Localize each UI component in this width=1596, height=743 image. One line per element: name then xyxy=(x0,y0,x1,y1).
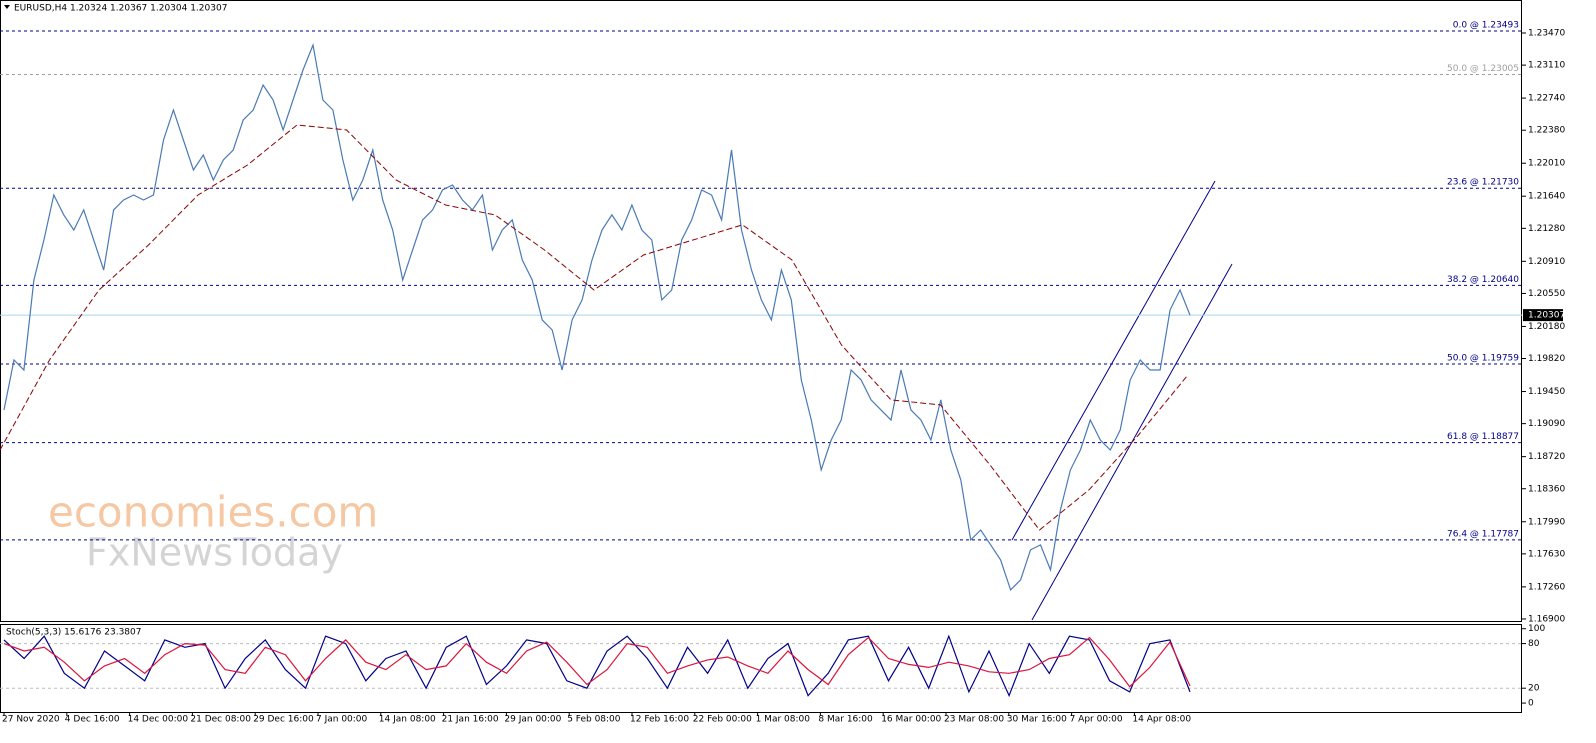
stoch-title: Stoch(5,3,3) 15.6176 23.3807 xyxy=(6,628,141,638)
fib-label: 23.6 @ 1.21730 xyxy=(1447,178,1519,188)
x-tick-label: 30 Mar 16:00 xyxy=(1007,715,1067,725)
x-tick-label: 21 Jan 16:00 xyxy=(442,715,499,725)
x-tick-label: 1 Mar 08:00 xyxy=(756,715,811,725)
y-tick-label: 1.20550 xyxy=(1528,289,1565,299)
x-tick-label: 12 Feb 16:00 xyxy=(630,715,689,725)
x-tick-label: 27 Nov 2020 xyxy=(2,715,60,725)
y-tick-label: 1.21640 xyxy=(1528,192,1565,202)
current-price-label: 1.20307 xyxy=(1528,311,1565,321)
y-tick-label: 1.22380 xyxy=(1528,126,1565,136)
fib-label: 38.2 @ 1.20640 xyxy=(1447,275,1519,285)
y-tick-label: 1.22740 xyxy=(1528,94,1565,104)
y-tick-label: 80 xyxy=(1528,639,1540,649)
channel-upper xyxy=(1011,180,1216,541)
main-frame xyxy=(0,0,1522,622)
y-tick-label: 1.17630 xyxy=(1528,549,1565,559)
x-tick-label: 16 Mar 00:00 xyxy=(881,715,941,725)
x-tick-label: 7 Apr 00:00 xyxy=(1070,715,1123,725)
x-tick-label: 29 Jan 00:00 xyxy=(504,715,561,725)
y-tick-label: 1.18720 xyxy=(1528,452,1565,462)
y-tick-label: 20 xyxy=(1528,684,1540,694)
x-tick-label: 21 Dec 08:00 xyxy=(190,715,251,725)
x-tick-label: 29 Dec 16:00 xyxy=(253,715,314,725)
x-tick-label: 23 Mar 08:00 xyxy=(944,715,1004,725)
series-line xyxy=(3,634,1191,698)
y-tick-label: 1.20910 xyxy=(1528,257,1565,267)
y-tick-label: 100 xyxy=(1528,624,1545,634)
y-tick-label: 1.17990 xyxy=(1528,517,1565,527)
x-tick-label: 14 Jan 08:00 xyxy=(379,715,436,725)
x-tick-label: 4 Dec 16:00 xyxy=(65,715,120,725)
series-line xyxy=(3,636,1191,688)
y-tick-label: 1.20180 xyxy=(1528,322,1565,332)
y-tick-label: 1.17260 xyxy=(1528,582,1565,592)
x-tick-label: 22 Feb 00:00 xyxy=(693,715,752,725)
fib-label: 50.0 @ 1.19759 xyxy=(1447,353,1519,363)
y-tick-label: 1.19820 xyxy=(1528,354,1565,364)
y-tick-label: 1.23110 xyxy=(1528,61,1565,71)
fib-label: 76.4 @ 1.17787 xyxy=(1447,529,1519,539)
x-tick-label: 7 Jan 00:00 xyxy=(316,715,368,725)
x-tick-label: 8 Mar 16:00 xyxy=(818,715,873,725)
watermark-economies: economies.com xyxy=(48,488,378,537)
y-tick-label: 1.18360 xyxy=(1528,484,1565,494)
x-tick-label: 14 Apr 08:00 xyxy=(1132,715,1191,725)
y-tick-label: 1.19090 xyxy=(1528,419,1565,429)
series-line xyxy=(0,124,1189,531)
fib-label: 0.0 @ 1.23493 xyxy=(1453,20,1519,30)
y-tick-label: 1.16900 xyxy=(1528,614,1565,624)
y-tick-label: 1.23470 xyxy=(1528,28,1565,38)
x-tick-label: 5 Feb 08:00 xyxy=(567,715,621,725)
menu-arrow[interactable] xyxy=(4,5,10,9)
series-line xyxy=(3,42,1191,592)
stoch-frame xyxy=(0,624,1522,713)
chart-title: EURUSD,H4 1.20324 1.20367 1.20304 1.2030… xyxy=(14,4,227,14)
y-tick-label: 1.19450 xyxy=(1528,387,1565,397)
y-tick-label: 1.22010 xyxy=(1528,159,1565,169)
fib-label: 50.0 @ 1.23005 xyxy=(1447,64,1519,74)
watermark-fxnewstoday: FxNewsToday xyxy=(86,531,343,575)
current-price-box xyxy=(1523,309,1563,322)
y-tick-label: 1.21280 xyxy=(1528,224,1565,234)
y-tick-label: 0 xyxy=(1528,699,1534,709)
x-tick-label: 14 Dec 00:00 xyxy=(128,715,189,725)
fib-label: 61.8 @ 1.18877 xyxy=(1447,432,1519,442)
